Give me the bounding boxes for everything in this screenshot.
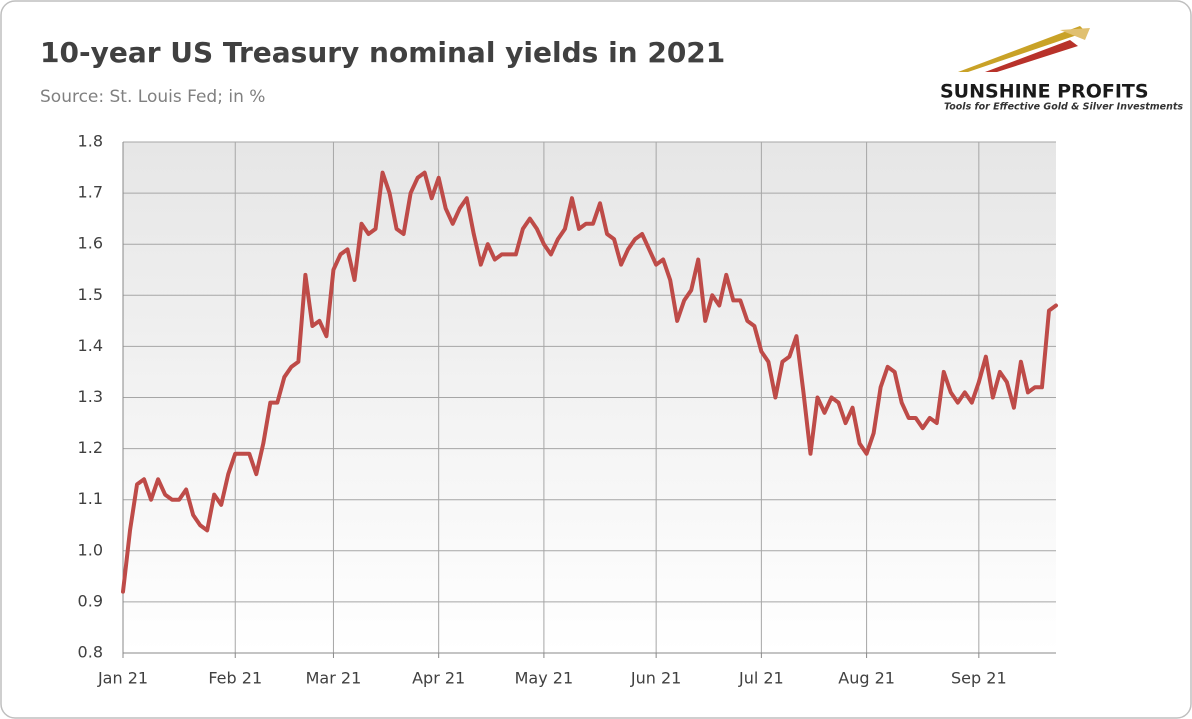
- x-tick-label: Jul 21: [738, 669, 784, 688]
- y-tick-label: 1.7: [78, 183, 103, 202]
- line: [121, 170, 1058, 594]
- x-tick-label: Aug 21: [838, 669, 895, 688]
- logo-swoosh: [1060, 28, 1090, 40]
- logo-tagline: Tools for Effective Gold & Silver Invest…: [944, 102, 1183, 113]
- chart-title: 10-year US Treasury nominal yields in 20…: [40, 36, 725, 69]
- logo-swoosh: [958, 26, 1086, 72]
- logo-swoosh: [985, 40, 1078, 72]
- y-tick-label: 1.0: [78, 540, 103, 559]
- x-tick-label: May 21: [515, 669, 574, 688]
- x-tick-label: Sep 21: [951, 669, 1007, 688]
- y-tick-label: 1.6: [78, 234, 103, 253]
- chart-subtitle: Source: St. Louis Fed; in %: [40, 87, 265, 107]
- y-tick-label: 0.9: [78, 591, 103, 610]
- x-tick-label: Feb 21: [208, 669, 262, 688]
- y-tick-label: 1.4: [78, 336, 103, 355]
- y-tick-label: 1.2: [78, 438, 103, 457]
- x-tick-label: Mar 21: [306, 669, 362, 688]
- logo-name: SUNSHINE PROFITS: [940, 81, 1149, 103]
- x-tick-label: Jun 21: [630, 669, 681, 688]
- y-tick-label: 0.8: [78, 643, 103, 662]
- logo: SUNSHINE PROFITS Tools for Effective Gol…: [940, 26, 1183, 113]
- y-tick-label: 1.1: [78, 489, 103, 508]
- x-tick-label: Jan 21: [97, 669, 148, 688]
- x-tick-label: Apr 21: [412, 669, 465, 688]
- y-tick-label: 1.8: [78, 132, 103, 151]
- y-tick-label: 1.3: [78, 387, 103, 406]
- y-tick-label: 1.5: [78, 285, 103, 304]
